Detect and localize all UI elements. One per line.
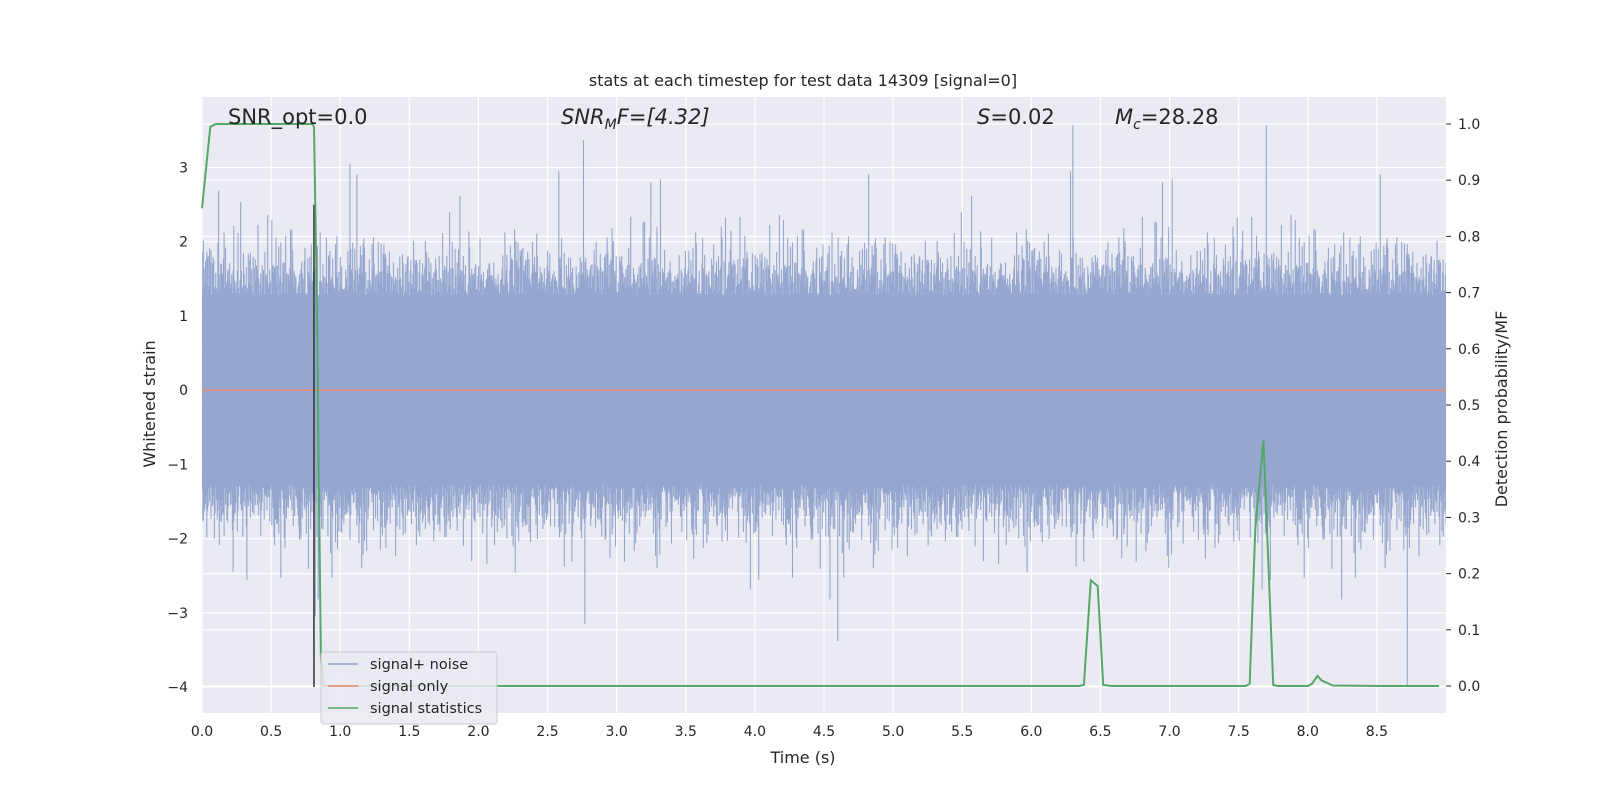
y-tick-label: −2 [167,532,188,548]
y2-tick-label: 0.0 [1458,679,1480,695]
x-tick-label: 5.5 [951,724,973,740]
x-tick-label: 3.0 [606,724,628,740]
y2-tick-label: 0.1 [1458,623,1480,639]
annotation-s: S=0.02 [977,105,1055,129]
x-tick-label: 0.5 [260,724,282,740]
annotation-mc-sym: M [1115,105,1133,129]
legend-box [320,651,498,725]
x-tick-label: 8.5 [1366,724,1388,740]
y2-tick-label: 0.7 [1458,286,1480,302]
y-tick-label: 1 [179,309,188,325]
y2-tick-label: 0.4 [1458,454,1480,470]
x-tick-label: 6.0 [1020,724,1042,740]
x-tick-label: 7.0 [1158,724,1180,740]
y2-tick-label: 0.5 [1458,398,1480,414]
y2-tick-label: 0.9 [1458,173,1480,189]
y2-tick-label: 1.0 [1458,117,1480,133]
series-signal-plus-noise [202,125,1446,687]
y2-tick-label: 0.8 [1458,229,1480,245]
annotation-snr-mf-sub: M [605,117,617,133]
annotations: SNR_opt=0.0 SNRMF=[4.32] S=0.02 Mc=28.28 [228,105,1219,133]
annotation-mc-sub: c [1133,117,1141,133]
series-signal-statistics [201,123,1440,687]
x-tick-label: 2.0 [467,724,489,740]
legend-label-signal-only: signal only [370,679,449,695]
x-tick-label: 4.5 [813,724,835,740]
y-tick-label: 3 [179,161,188,177]
annotation-snr-opt: SNR_opt=0.0 [228,105,368,130]
y2-axis-ticks: 1.0 0.9 0.8 0.7 0.6 0.5 0.4 0.3 0.2 0.1 0.0 [1446,117,1480,695]
annotation-snr-mf-base: SNR [561,105,605,129]
annotation-snr-mf: SNRMF=[4.32] [561,105,710,133]
y-tick-label: 2 [179,235,188,251]
x-axis-ticks: 0.0 0.5 1.0 1.5 2.0 2.5 3.0 3.5 4.0 4.5 5.0 5.5 6.0 6… [191,724,1388,740]
noise-trace [202,125,1446,687]
y-tick-label: −4 [167,680,188,696]
y2-tick-label: 0.6 [1458,342,1480,358]
legend-label-signal-plus-noise: signal+ noise [370,657,468,673]
y2-tick-label: 0.2 [1458,567,1480,583]
legend: signal+ noise signal only signal statist… [320,651,498,725]
y-tick-label: −1 [167,457,188,473]
y2-axis-label: Detection probability/MF [1492,311,1511,508]
x-tick-label: 8.0 [1297,724,1319,740]
annotation-mc: Mc=28.28 [1115,105,1219,133]
annotation-s-sym: S [977,105,990,129]
y-axis-ticks: 3 2 1 0 −1 −2 −3 −4 [167,161,188,697]
x-tick-label: 1.5 [398,724,420,740]
x-tick-label: 1.0 [329,724,351,740]
annotation-s-rest: =0.02 [990,105,1054,129]
x-tick-label: 7.5 [1228,724,1250,740]
y-axis-label: Whitened strain [140,340,159,467]
x-tick-label: 3.5 [675,724,697,740]
x-tick-label: 0.0 [191,724,213,740]
y-tick-label: −3 [167,606,188,622]
legend-label-signal-statistics: signal statistics [370,701,482,717]
x-axis-label: Time (s) [769,748,835,767]
y-tick-label: 0 [179,383,188,399]
x-tick-label: 5.0 [882,724,904,740]
annotation-mc-rest: =28.28 [1141,105,1219,129]
chart-title: stats at each timestep for test data 143… [589,71,1017,90]
y2-tick-label: 0.3 [1458,510,1480,526]
x-tick-label: 6.5 [1089,724,1111,740]
x-tick-label: 2.5 [536,724,558,740]
x-tick-label: 4.0 [744,724,766,740]
annotation-snr-mf-rest: F=[4.32] [617,105,710,129]
